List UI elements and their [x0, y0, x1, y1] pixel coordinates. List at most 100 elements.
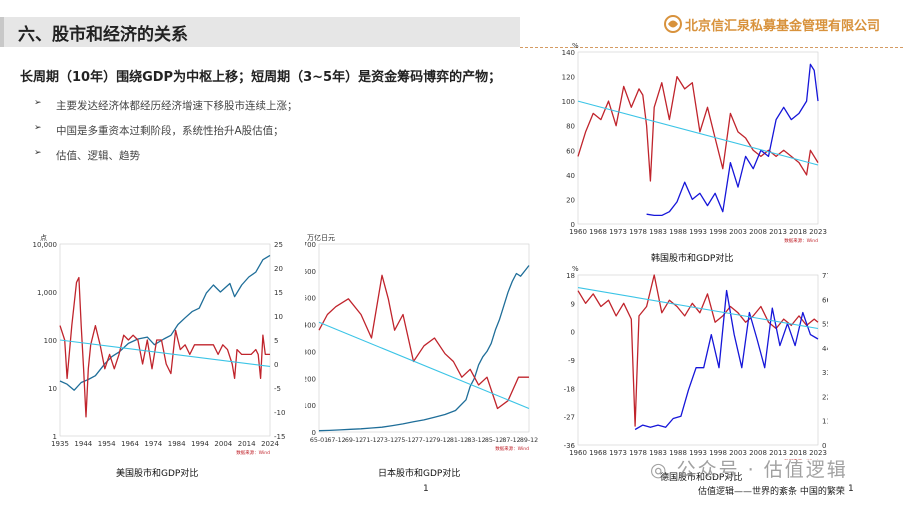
x-tick-label: 1993 — [689, 449, 707, 457]
x-tick-label: 79-12 — [432, 437, 450, 444]
y2-tick-label: 77 — [822, 272, 828, 280]
trend-line — [577, 287, 819, 330]
x-tick-label: 2024 — [261, 440, 279, 448]
y-tick-label: 200 — [305, 375, 316, 383]
y-tick-label: 60 — [566, 147, 575, 155]
series-line-2 — [59, 276, 270, 418]
y-tick-label: 300 — [305, 348, 316, 356]
x-tick-label: 1988 — [669, 228, 687, 236]
x-tick-label: 71-12 — [362, 437, 380, 444]
bullet-arrow-icon: ➢ — [34, 98, 42, 108]
x-tick-label: 2004 — [214, 440, 232, 448]
y-tick-label: -18 — [564, 385, 575, 393]
y2-tick-label: -15 — [274, 433, 285, 441]
y-tick-label: 1 — [53, 433, 57, 441]
x-tick-label: 1978 — [629, 228, 647, 236]
y2-tick-label: -10 — [274, 409, 285, 417]
x-tick-label: 1994 — [191, 440, 209, 448]
bullet-arrow-icon: ➢ — [34, 148, 42, 158]
y-tick-label: -27 — [564, 414, 575, 422]
main-heading: 长周期（10年）围绕GDP为中枢上移；短周期（3~5年）是资金筹码博弈的产物； — [20, 70, 502, 85]
x-tick-label: 89-12 — [520, 437, 538, 444]
chart-source: 数据来源：Wind — [495, 445, 529, 452]
plot-area — [577, 274, 819, 446]
y-axis-unit: % — [572, 265, 579, 273]
x-tick-label: 1964 — [121, 440, 139, 448]
bullet-arrow-icon: ➢ — [34, 123, 42, 133]
germany-chart-caption: 德国股市和GDP对比 — [660, 473, 743, 483]
y2-tick-label: 25 — [274, 241, 283, 249]
y-tick-label: 0 — [571, 221, 575, 229]
series-line-1 — [59, 254, 271, 391]
y-axis-unit: 点 — [40, 234, 47, 242]
x-tick-label: 87-12 — [502, 437, 520, 444]
y-tick-label: 100 — [562, 98, 575, 106]
y-tick-label: 9 — [571, 300, 575, 308]
plot-area — [318, 243, 530, 433]
x-tick-label: 1935 — [51, 440, 69, 448]
y2-tick-label: 22 — [822, 393, 828, 401]
chart-source: 数据来源：Wind — [236, 449, 270, 456]
us-chart-caption: 美国股市和GDP对比 — [116, 469, 199, 479]
page-number: 1 — [423, 484, 429, 494]
y-axis-unit: % — [572, 42, 579, 50]
y-tick-label: 80 — [566, 123, 575, 131]
y-tick-label: 600 — [305, 268, 316, 276]
y-tick-label: 0 — [312, 429, 316, 437]
x-tick-label: 1984 — [168, 440, 186, 448]
x-tick-label: 1993 — [689, 228, 707, 236]
y2-tick-label: 11 — [822, 418, 828, 426]
x-tick-label: 2023 — [809, 449, 827, 457]
company-logo-icon — [664, 15, 682, 33]
y-tick-label: 18 — [566, 272, 575, 280]
germany-chart: %1890-9-18-27-36776655443322110196019681… — [564, 265, 828, 460]
x-tick-label: 1998 — [709, 449, 727, 457]
x-tick-label: 1974 — [144, 440, 162, 448]
x-tick-label: 2018 — [789, 228, 807, 236]
x-tick-label: 77-12 — [415, 437, 433, 444]
x-tick-label: 2013 — [769, 449, 787, 457]
x-tick-label: 67-12 — [327, 437, 345, 444]
company-logo: 北京信汇泉私募基金管理有限公司 — [663, 13, 903, 37]
x-tick-label: 85-12 — [485, 437, 503, 444]
x-tick-label: 2023 — [809, 228, 827, 236]
y2-tick-label: 55 — [822, 321, 828, 329]
y2-tick-label: 0 — [274, 361, 278, 369]
x-tick-label: 1944 — [74, 440, 92, 448]
y-axis-unit: 万亿日元 — [307, 233, 335, 242]
x-tick-label: 73-12 — [380, 437, 398, 444]
trend-line — [577, 100, 819, 166]
y-tick-label: 700 — [305, 241, 316, 249]
y2-tick-label: 10 — [274, 313, 283, 321]
y-tick-label: 140 — [562, 49, 575, 57]
japan-chart-caption: 日本股市和GDP对比 — [378, 469, 461, 479]
footer-book-text: 估值逻辑——世界的紊条 中国的繁荣 — [698, 487, 845, 497]
section-title-bar: 六、股市和经济的关系 — [0, 17, 520, 47]
x-tick-label: 1968 — [589, 449, 607, 457]
x-tick-label: 2003 — [729, 449, 747, 457]
y2-tick-label: 66 — [822, 296, 828, 304]
y-tick-label: 20 — [566, 196, 575, 204]
company-logo-text: 北京信汇泉私募基金管理有限公司 — [685, 19, 881, 34]
y-tick-label: 0 — [571, 329, 575, 337]
x-tick-label: 1983 — [649, 228, 667, 236]
y-tick-label: 400 — [305, 322, 316, 330]
y-tick-label: 500 — [305, 295, 316, 303]
y-tick-label: -9 — [568, 357, 575, 365]
series-line-1 — [577, 274, 819, 427]
series-line-2 — [646, 63, 819, 217]
y-tick-label: 10,000 — [33, 241, 58, 249]
chart-source: 数据来源：Wind — [784, 237, 818, 244]
y-tick-label: 1,000 — [37, 289, 57, 297]
y2-tick-label: 15 — [274, 289, 283, 297]
y2-tick-label: 5 — [274, 337, 278, 345]
trend-line — [59, 339, 271, 367]
japan-chart: 万亿日元700 600 500 400 300 200 100 065-0167-1269-1… — [305, 233, 538, 452]
x-tick-label: 2014 — [238, 440, 256, 448]
x-tick-label: 1954 — [98, 440, 116, 448]
x-tick-label: 1968 — [589, 228, 607, 236]
korea-chart-caption: 韩国股市和GDP对比 — [651, 254, 734, 264]
y-tick-label: -36 — [564, 442, 576, 450]
y-tick-label: 10 — [48, 385, 57, 393]
